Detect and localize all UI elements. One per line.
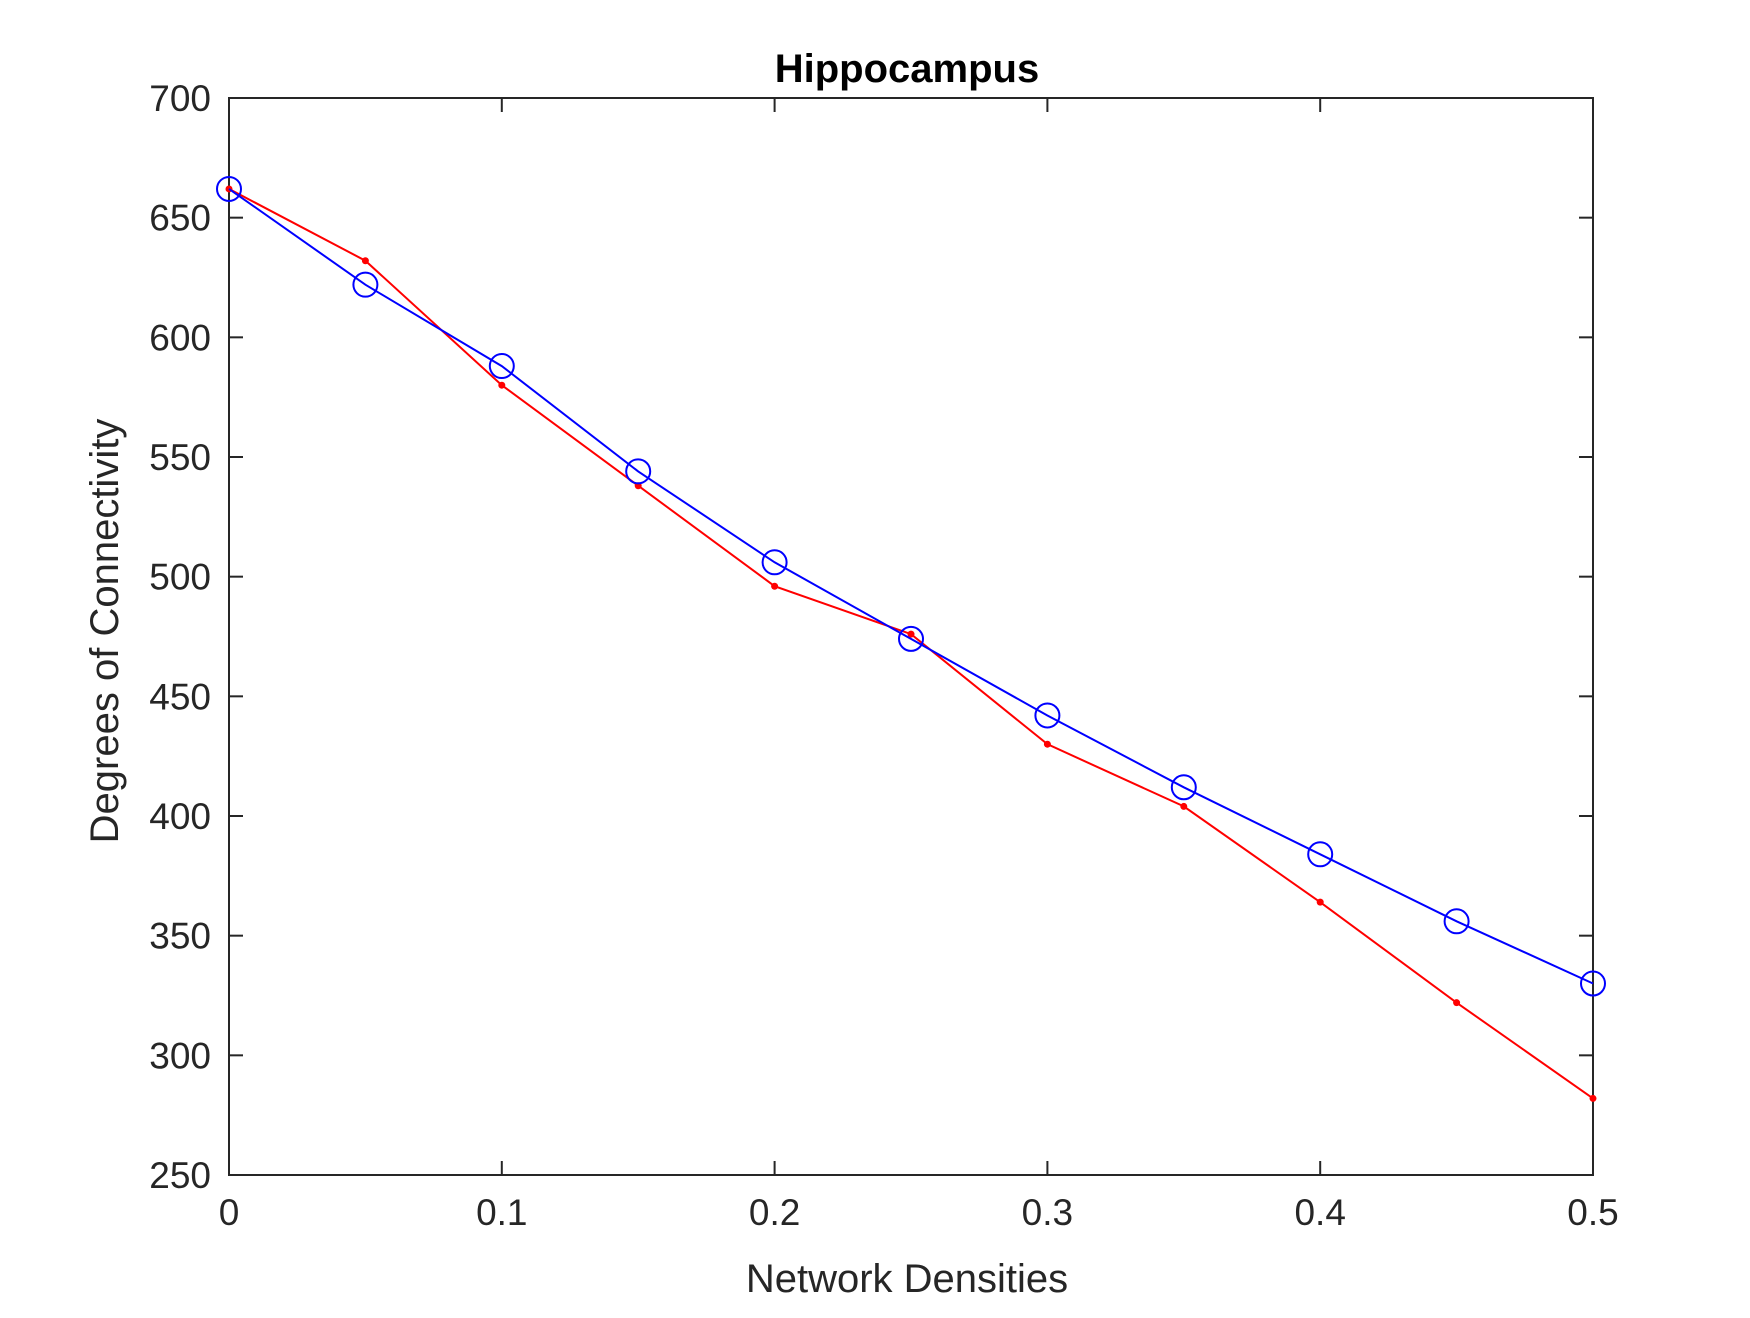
y-tick-label: 300 (149, 1035, 211, 1076)
data-point-marker (352, 271, 379, 298)
data-point-marker (1589, 1094, 1597, 1102)
y-tick-label: 600 (149, 317, 211, 358)
series-1 (225, 185, 1597, 1102)
y-tick-label: 350 (149, 916, 211, 957)
data-point-marker (1580, 970, 1606, 997)
data-point-marker (1034, 702, 1061, 729)
data-point-marker (625, 458, 652, 485)
x-tick-label: 0.1 (476, 1192, 527, 1233)
plot-area-frame (228, 97, 1594, 1176)
data-point-marker (1307, 841, 1334, 868)
series-group (216, 175, 1606, 1102)
x-tick-label: 0.4 (1294, 1192, 1345, 1233)
y-tick-label: 700 (149, 78, 211, 119)
data-point-marker (361, 257, 369, 265)
data-point-marker (1043, 740, 1051, 748)
y-tick-label: 450 (149, 676, 211, 717)
x-tick-label: 0.3 (1022, 1192, 1073, 1233)
data-point-marker (1443, 908, 1470, 935)
data-point-marker (216, 175, 242, 202)
data-point-marker (498, 381, 506, 389)
x-axis-label: Network Densities (746, 1257, 1068, 1301)
data-point-marker (907, 630, 915, 638)
x-tick-label: 0.2 (749, 1192, 800, 1233)
data-point-marker (771, 582, 779, 590)
y-tick-label: 250 (149, 1155, 211, 1196)
data-point-marker (898, 625, 924, 652)
data-point-marker (1316, 898, 1324, 906)
y-tick-label: 400 (149, 796, 211, 837)
y-tick-label: 500 (149, 557, 211, 598)
y-tick-label: 550 (149, 437, 211, 478)
series-line (228, 188, 1594, 985)
axes: 0 0.1 0.2 0.3 0.4 0.5 250 300 350 400 450 500 550 600… (149, 78, 1618, 1233)
data-point-marker (488, 353, 515, 380)
series-2 (216, 175, 1606, 997)
data-point-marker (1170, 774, 1197, 801)
data-point-marker (761, 549, 788, 576)
data-point-marker (1453, 999, 1461, 1007)
x-tick-label: 0 (219, 1192, 240, 1233)
y-axis-label: Degrees of Connectivity (83, 419, 127, 844)
data-point-marker (1180, 802, 1188, 810)
chart-title: Hippocampus (775, 47, 1039, 91)
y-tick-label: 650 (149, 198, 211, 239)
x-tick-label: 0.5 (1567, 1192, 1618, 1233)
